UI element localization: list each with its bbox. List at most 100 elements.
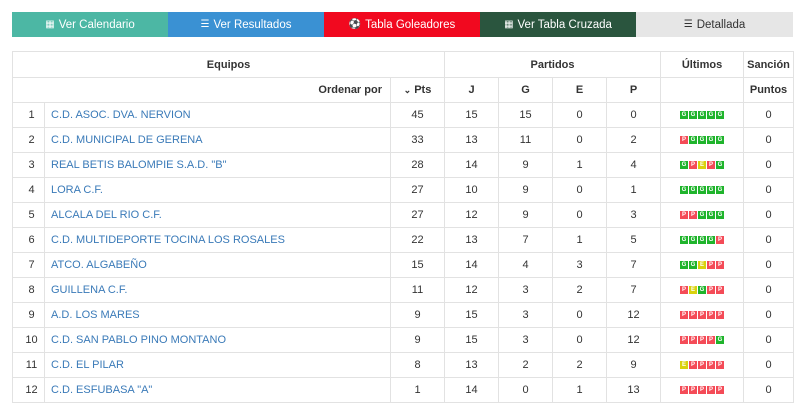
drawn-cell: 0 bbox=[552, 177, 607, 203]
result-badge: G bbox=[716, 161, 725, 170]
chevron-down-icon: ⌄ bbox=[403, 85, 412, 95]
team-name-link[interactable]: ALCALA DEL RIO C.F. bbox=[51, 209, 162, 221]
lost-cell: 9 bbox=[605, 352, 662, 378]
sancion-cell: 0 bbox=[743, 252, 795, 278]
tab-label: Ver Resultados bbox=[213, 18, 292, 31]
team-name-link[interactable]: C.D. EL PILAR bbox=[51, 359, 124, 371]
points-cell: 15 bbox=[390, 252, 445, 278]
result-badge: P bbox=[716, 261, 725, 270]
team-cell: ALCALA DEL RIO C.F. bbox=[44, 202, 391, 228]
calendar-tab-button[interactable]: ▦ Ver Calendario bbox=[12, 12, 168, 37]
won-cell: 4 bbox=[498, 252, 553, 278]
result-badge: P bbox=[716, 311, 725, 320]
drawn-cell: 1 bbox=[552, 227, 607, 253]
points-cell: 27 bbox=[390, 177, 445, 203]
result-badge: G bbox=[707, 136, 716, 145]
table-row: 2 C.D. MUNICIPAL DE GERENA 33 13 11 0 2 P G G G G 0 bbox=[12, 127, 795, 153]
points-cell: 45 bbox=[390, 102, 445, 128]
sancion-cell: 0 bbox=[743, 302, 795, 328]
calendar-icon: ▦ bbox=[45, 18, 55, 30]
results-tab-button[interactable]: ☰ Ver Resultados bbox=[168, 12, 324, 37]
won-cell: 3 bbox=[498, 302, 553, 328]
result-badge: G bbox=[707, 186, 716, 195]
soccer-ball-icon: ⚽ bbox=[348, 18, 362, 30]
drawn-cell: 3 bbox=[552, 252, 607, 278]
team-cell: C.D. SAN PABLO PINO MONTANO bbox=[44, 327, 391, 353]
points-cell: 33 bbox=[390, 127, 445, 153]
position-cell: 8 bbox=[12, 277, 45, 303]
won-cell: 9 bbox=[498, 152, 553, 178]
team-name-link[interactable]: REAL BETIS BALOMPIE S.A.D. "B" bbox=[51, 159, 227, 171]
team-name-link[interactable]: A.D. LOS MARES bbox=[51, 309, 140, 321]
result-badge: G bbox=[716, 186, 725, 195]
team-cell: A.D. LOS MARES bbox=[44, 302, 391, 328]
table-row: 3 REAL BETIS BALOMPIE S.A.D. "B" 28 14 9 1 4 G P… bbox=[12, 152, 795, 178]
result-badge: P bbox=[698, 336, 707, 345]
sancion-cell: 0 bbox=[743, 102, 795, 128]
team-name-link[interactable]: C.D. SAN PABLO PINO MONTANO bbox=[51, 334, 227, 346]
played-cell: 12 bbox=[444, 277, 499, 303]
result-badge: P bbox=[680, 136, 689, 145]
pts-label: Pts bbox=[414, 84, 432, 96]
won-cell: 3 bbox=[498, 277, 553, 303]
pts-sort-header[interactable]: ⌄ Pts bbox=[390, 77, 445, 103]
cross-table-tab-button[interactable]: ▦ Ver Tabla Cruzada bbox=[480, 12, 636, 37]
team-name-link[interactable]: C.D. ESFUBASA "A" bbox=[51, 384, 153, 396]
puntos-header: Puntos bbox=[743, 77, 795, 103]
result-badge: G bbox=[698, 286, 707, 295]
team-name-link[interactable]: C.D. ASOC. DVA. NERVION bbox=[51, 109, 191, 121]
sancion-cell: 0 bbox=[743, 327, 795, 353]
table-row: 9 A.D. LOS MARES 9 15 3 0 12 P P P P P 0 bbox=[12, 302, 795, 328]
result-badge: G bbox=[680, 111, 689, 120]
points-cell: 1 bbox=[390, 377, 445, 403]
sancion-cell: 0 bbox=[743, 277, 795, 303]
team-cell: C.D. ESFUBASA "A" bbox=[44, 377, 391, 403]
scorers-tab-button[interactable]: ⚽ Tabla Goleadores bbox=[324, 12, 480, 37]
drawn-cell: 0 bbox=[552, 102, 607, 128]
position-cell: 7 bbox=[12, 252, 45, 278]
result-badge: G bbox=[707, 236, 716, 245]
points-cell: 11 bbox=[390, 277, 445, 303]
result-badge: P bbox=[707, 336, 716, 345]
table-row: 7 ATCO. ALGABEÑO 15 14 4 3 7 G G E P P 0 bbox=[12, 252, 795, 278]
team-name-link[interactable]: LORA C.F. bbox=[51, 184, 103, 196]
sancion-cell: 0 bbox=[743, 352, 795, 378]
lost-cell: 5 bbox=[605, 227, 662, 253]
played-cell: 15 bbox=[444, 327, 499, 353]
team-cell: LORA C.F. bbox=[44, 177, 391, 203]
result-badge: P bbox=[689, 211, 698, 220]
result-badge: G bbox=[680, 236, 689, 245]
list-icon: ☰ bbox=[200, 18, 210, 30]
team-cell: C.D. MUNICIPAL DE GERENA bbox=[44, 127, 391, 153]
team-name-link[interactable]: C.D. MUNICIPAL DE GERENA bbox=[51, 134, 203, 146]
result-badge: G bbox=[698, 111, 707, 120]
team-name-link[interactable]: GUILLENA C.F. bbox=[51, 284, 128, 296]
result-badge: E bbox=[698, 161, 707, 170]
detailed-tab-button[interactable]: ☰ Detallada bbox=[636, 12, 793, 37]
played-cell: 13 bbox=[444, 127, 499, 153]
team-name-link[interactable]: ATCO. ALGABEÑO bbox=[51, 259, 147, 271]
result-badge: P bbox=[698, 361, 707, 370]
played-cell: 15 bbox=[444, 102, 499, 128]
team-name-link[interactable]: C.D. MULTIDEPORTE TOCINA LOS ROSALES bbox=[51, 234, 285, 246]
lost-cell: 12 bbox=[605, 302, 662, 328]
sancion-cell: 0 bbox=[743, 202, 795, 228]
table-row: 6 C.D. MULTIDEPORTE TOCINA LOS ROSALES 22 1… bbox=[12, 227, 795, 253]
table-grid-icon: ▦ bbox=[504, 18, 514, 30]
position-cell: 1 bbox=[12, 102, 45, 128]
team-cell: C.D. ASOC. DVA. NERVION bbox=[44, 102, 391, 128]
points-cell: 9 bbox=[390, 327, 445, 353]
played-cell: 10 bbox=[444, 177, 499, 203]
sancion-cell: 0 bbox=[743, 377, 795, 403]
result-badge: P bbox=[689, 161, 698, 170]
